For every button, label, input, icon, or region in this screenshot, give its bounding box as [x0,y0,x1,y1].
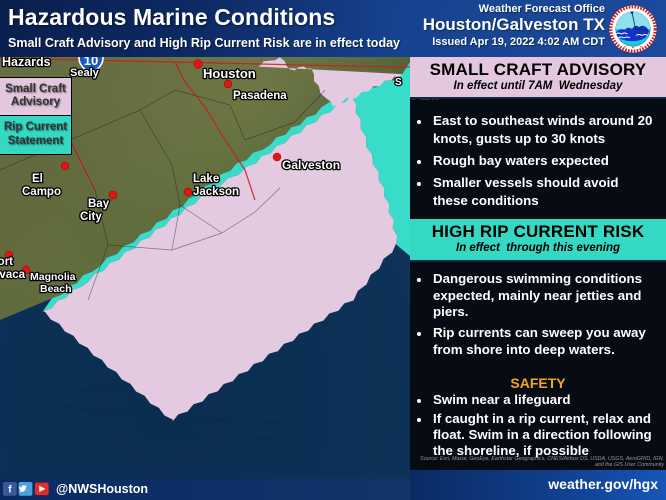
svg-text:Houston: Houston [203,66,256,81]
svg-text:Sealy: Sealy [70,67,100,79]
svg-text:Magnolia: Magnolia [30,271,76,283]
svg-text:Lake: Lake [193,173,219,185]
svg-text:Bay: Bay [88,198,110,210]
svg-text:Lavaca: Lavaca [0,269,26,281]
svg-text:Port: Port [0,256,13,268]
svg-text:Galveston: Galveston [282,158,340,172]
svg-text:S: S [395,77,402,88]
svg-text:Campo: Campo [22,186,61,198]
svg-text:Hazards: Hazards [2,55,51,69]
svg-text:Pasadena: Pasadena [233,90,287,102]
svg-text:Beach: Beach [40,283,72,295]
svg-text:El: El [32,173,43,185]
svg-text:Jackson: Jackson [193,186,239,198]
svg-text:City: City [80,211,102,223]
